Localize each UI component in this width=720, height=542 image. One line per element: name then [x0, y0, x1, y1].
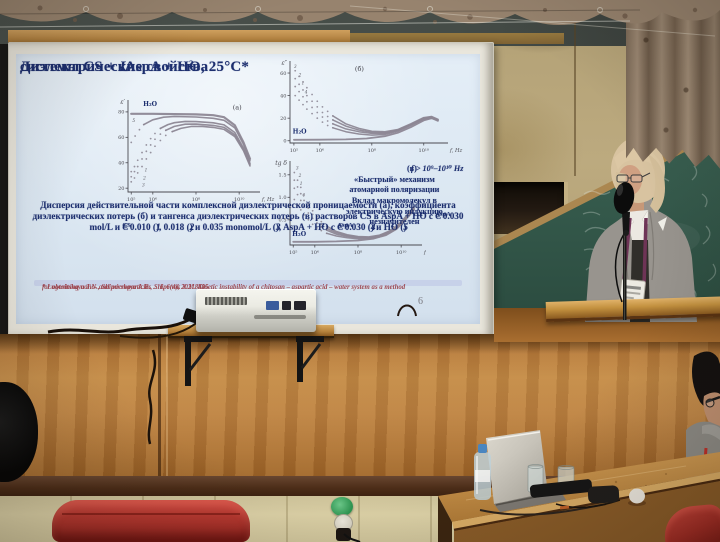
svg-text:tg δ: tg δ — [275, 160, 287, 167]
white-cup — [629, 488, 645, 504]
svg-text:5: 5 — [132, 119, 135, 124]
panel-seam — [158, 334, 161, 480]
svg-text:10¹⁰: 10¹⁰ — [419, 148, 429, 154]
svg-text:80: 80 — [118, 110, 124, 116]
svg-text:60: 60 — [118, 135, 124, 141]
slide-caption: Дисперсия действительной части комплексн… — [32, 200, 464, 233]
svg-text:10⁵: 10⁵ — [290, 148, 298, 154]
svg-text:10⁵: 10⁵ — [289, 250, 297, 256]
mic-windscreen — [613, 182, 635, 214]
svg-text:10¹⁰: 10¹⁰ — [396, 250, 406, 256]
bottle-cap — [478, 444, 487, 453]
curtain-valance — [0, 0, 720, 25]
svg-text:1: 1 — [300, 182, 303, 187]
svg-text:0: 0 — [283, 139, 286, 145]
svg-text:60: 60 — [280, 71, 286, 77]
chart-loss-tangent: 0.5 1.0 1.5 10⁵ 10⁶ 10⁸ 10¹⁰ tg δ f, Hz H₂O 3 2 1 4 — [275, 160, 426, 256]
svg-text:4: 4 — [304, 90, 308, 95]
svg-text:3: 3 — [142, 183, 145, 188]
projector — [196, 289, 316, 332]
svg-text:H₂O: H₂O — [292, 231, 307, 238]
footnote-line1: * Lugovitskaya T.N., Shipovskaya A.B., S… — [42, 284, 406, 291]
svg-text:1.0: 1.0 — [279, 195, 287, 201]
curtain — [626, 0, 720, 169]
svg-text:(а): (а) — [233, 103, 242, 111]
svg-text:2: 2 — [142, 176, 146, 181]
svg-text:3: 3 — [294, 65, 297, 70]
svg-text:3: 3 — [296, 166, 299, 171]
bottle-label — [475, 470, 490, 482]
demo-table — [438, 430, 720, 542]
mic-cable — [614, 233, 625, 303]
shirt — [626, 210, 648, 240]
svg-text:(б): (б) — [355, 65, 364, 73]
slide: Диэлектрические свойства системы CS + L-… — [16, 54, 480, 324]
svg-text:10⁶: 10⁶ — [311, 250, 319, 256]
svg-text:ε′: ε′ — [120, 99, 125, 106]
projector-slot — [254, 315, 306, 319]
projector-port — [266, 301, 279, 310]
note-prefix: (в) — [406, 164, 417, 173]
svg-text:10⁸: 10⁸ — [354, 250, 362, 256]
slide-title-line2: системы CS + L -AspA + H 2 O, 25°C* — [20, 59, 250, 75]
svg-text:4: 4 — [301, 193, 305, 198]
svg-text:10⁸: 10⁸ — [368, 148, 376, 154]
slide-footnote: * Lugovitskaya T.N., Shipovskaya A.B., S… — [34, 280, 462, 291]
svg-text:f, Hz: f, Hz — [423, 250, 426, 256]
black-pouch — [587, 485, 620, 504]
wood-trim-strip — [350, 33, 564, 44]
projector-port — [282, 301, 291, 310]
slide-title-line1: Диэлектрические свойства — [20, 59, 209, 75]
svg-text:10⁶: 10⁶ — [316, 148, 324, 154]
svg-text:0.5: 0.5 — [279, 218, 287, 224]
table-apron — [454, 481, 720, 542]
black-case — [529, 479, 593, 498]
wall-crack — [574, 4, 576, 176]
svg-text:H₂O: H₂O — [143, 101, 158, 108]
svg-text:20: 20 — [280, 116, 286, 122]
brooch — [658, 217, 667, 231]
svg-text:1.5: 1.5 — [279, 173, 287, 179]
svg-text:20: 20 — [118, 186, 124, 192]
slide-note: (в) f > 10⁹–10¹⁰ Hz «Быстрый» механизм а… — [346, 164, 472, 226]
glasses — [616, 172, 651, 183]
svg-text:ε″: ε″ — [282, 60, 288, 67]
slide-page-number: 6 — [418, 296, 423, 307]
note-line1: f > 10⁹–10¹⁰ Hz — [411, 164, 464, 173]
chart-permittivity: 20 40 60 80 10⁵ 10⁶ 10⁸ 10¹⁰ ε′ f, Hz (а) H₂O 5 1 2 3 — [118, 99, 275, 203]
svg-text:40: 40 — [118, 161, 124, 167]
projector-port — [294, 301, 306, 310]
svg-text:1: 1 — [302, 81, 305, 86]
green-wall-fixture — [331, 497, 353, 516]
panel-edge — [166, 334, 168, 480]
svg-text:H₂O: H₂O — [293, 128, 308, 135]
screen-side-dark-edge — [0, 44, 10, 346]
note-body: «Быстрый» механизм атомарной поляризации… — [346, 174, 443, 227]
svg-text:f, Hz: f, Hz — [261, 197, 275, 203]
svg-text:10⁵: 10⁵ — [127, 197, 135, 203]
shelf-brackets — [184, 336, 324, 386]
projector-vent — [205, 297, 247, 305]
svg-text:40: 40 — [280, 93, 286, 99]
man-glasses — [705, 395, 720, 404]
svg-text:2: 2 — [298, 174, 302, 179]
svg-text:10⁶: 10⁶ — [149, 197, 157, 203]
svg-text:10⁸: 10⁸ — [192, 197, 200, 203]
footnote-line2: for obtaining nano- and microparticles …… — [42, 284, 209, 291]
svg-text:10¹⁰: 10¹⁰ — [234, 197, 244, 203]
red-chair — [52, 500, 250, 542]
power-plug — [336, 528, 351, 541]
svg-text:f, Hz: f, Hz — [449, 148, 463, 154]
projection-screen: Диэлектрические свойства системы CS + L-… — [8, 42, 494, 340]
svg-text:1: 1 — [145, 169, 148, 174]
microphone — [613, 182, 635, 320]
